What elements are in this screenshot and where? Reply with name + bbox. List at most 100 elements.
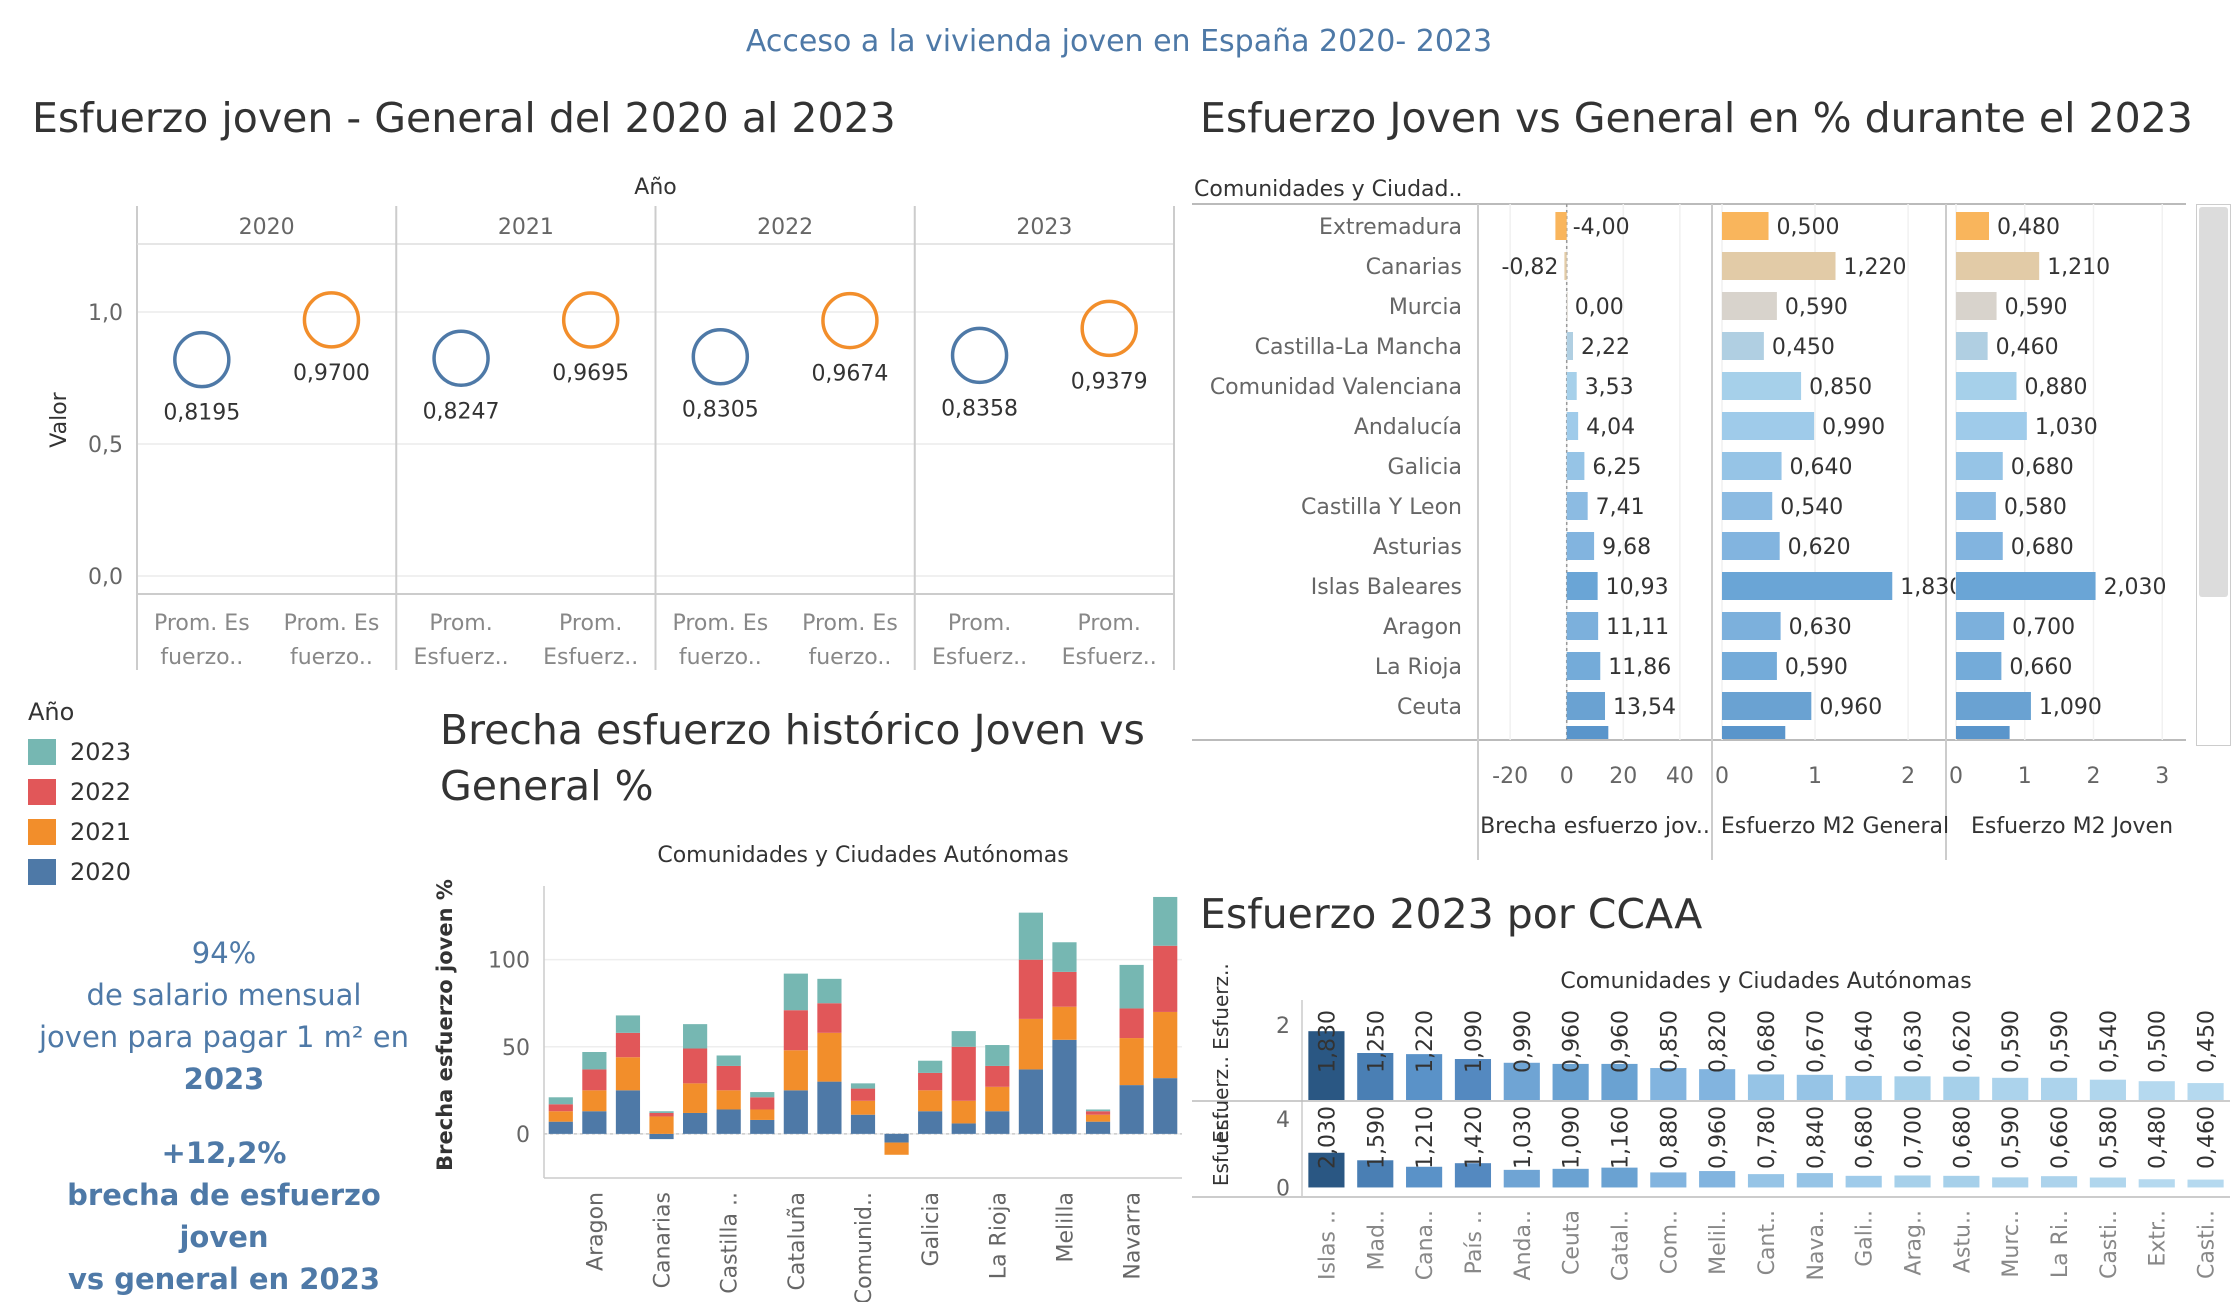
data-label: 0,880	[1657, 1106, 1682, 1169]
bar	[1956, 492, 1996, 520]
y-tick-label: 4	[1276, 1108, 1290, 1133]
category-label: Esfuerz..	[1062, 645, 1157, 670]
bar	[1845, 1075, 1882, 1100]
data-label: 1,090	[2039, 695, 2102, 720]
x-tick-label: Comunid..	[852, 1192, 877, 1302]
bar	[1699, 1171, 1736, 1188]
row-label: Castilla Y Leon	[1301, 495, 1462, 520]
category-label: Prom.	[948, 611, 1011, 636]
bar	[1566, 452, 1585, 480]
bar-segment	[850, 1083, 876, 1089]
y-tick-label: 1,0	[88, 301, 123, 326]
bar	[1722, 212, 1769, 240]
kpi-text: joven para pagar 1 m² en	[39, 1020, 409, 1054]
data-label: 2,22	[1581, 335, 1630, 360]
bar	[1699, 1069, 1736, 1100]
data-label: 4,04	[1586, 415, 1635, 440]
y-axis-label: Valor	[47, 391, 72, 447]
bar-segment	[985, 1086, 1010, 1112]
bar-segment	[582, 1052, 607, 1070]
bar	[1406, 1166, 1443, 1188]
data-label: 1,210	[2047, 255, 2110, 280]
bar	[1956, 212, 1989, 240]
x-tick-label: Islas ..	[1315, 1210, 1340, 1280]
legend-item-2021[interactable]: 2021	[28, 812, 131, 852]
bar	[1722, 532, 1780, 560]
y-tick-label: 0,5	[88, 433, 123, 458]
x-tick-label: 3	[2155, 764, 2169, 789]
chart-title: Comunidades y Ciudades Autónomas	[1560, 969, 1971, 994]
bar-segment	[1052, 971, 1077, 1007]
x-tick-label: Galicia	[919, 1192, 944, 1266]
y-tick-label: 0	[516, 1123, 530, 1148]
legend-item-2022[interactable]: 2022	[28, 772, 131, 812]
data-label: 2,030	[1315, 1106, 1340, 1169]
data-label: 0,660	[2048, 1106, 2073, 1169]
bar-segment	[1119, 964, 1144, 1009]
category-label: Esfuerz..	[543, 645, 638, 670]
bar	[1566, 652, 1601, 680]
bar-segment	[649, 1133, 674, 1140]
x-tick-label: Canarias	[651, 1192, 676, 1288]
y-tick-label: 100	[488, 949, 530, 974]
kpi-text: de salario mensual	[86, 978, 362, 1012]
kpi-brecha: +12,2% brecha de esfuerzo joven vs gener…	[24, 1132, 424, 1300]
legend-item-2023[interactable]: 2023	[28, 732, 131, 772]
chart-scrollbar[interactable]	[2196, 204, 2231, 746]
data-label: 0,460	[1996, 335, 2059, 360]
bar	[1796, 1074, 1833, 1100]
bar	[1796, 1173, 1833, 1188]
category-label: Prom.	[429, 611, 492, 636]
y-tick-label: 2	[1276, 1014, 1290, 1039]
data-label: 0,00	[1575, 295, 1624, 320]
data-label: 0,450	[2195, 1010, 2220, 1073]
kpi-text: 2023	[183, 1062, 265, 1096]
data-label: 1,090	[1560, 1106, 1585, 1169]
data-point	[821, 291, 879, 350]
bar-segment	[548, 1121, 573, 1134]
data-label: 0,480	[2146, 1106, 2171, 1169]
data-label: 0,590	[1785, 295, 1848, 320]
bar-segment	[1153, 1011, 1178, 1079]
row-label: Comunidad Valenciana	[1210, 375, 1462, 400]
x-tick-label: Casti..	[2097, 1210, 2122, 1279]
bar-segment	[817, 1081, 842, 1134]
bar	[1722, 372, 1802, 400]
data-label: 0,450	[1772, 335, 1835, 360]
bar-segment	[918, 1111, 943, 1134]
bar-segment	[1052, 1039, 1077, 1134]
data-label: 6,25	[1592, 455, 1641, 480]
y-tick-label: 50	[502, 1036, 530, 1061]
bar-segment	[649, 1111, 674, 1113]
data-label: 0,660	[2009, 655, 2072, 680]
data-label: 0,9700	[293, 361, 370, 386]
kpi-text: brecha de esfuerzo joven	[67, 1178, 381, 1254]
row-label: Canarias	[1366, 255, 1462, 280]
bar-segment	[548, 1097, 573, 1105]
data-label: 0,460	[2195, 1106, 2220, 1169]
data-label: 1,830	[1900, 575, 1963, 600]
data-label: 0,820	[1706, 1010, 1731, 1073]
legend-item-2020[interactable]: 2020	[28, 852, 131, 892]
bar	[1650, 1172, 1687, 1188]
bar-segment	[750, 1119, 775, 1134]
data-label: 0,960	[1560, 1010, 1585, 1073]
bar-segment	[615, 1057, 641, 1091]
dashboard-title: Acceso a la vivienda joven en España 202…	[745, 24, 1493, 59]
bar-segment	[716, 1055, 741, 1066]
x-tick-label: 20	[1609, 764, 1637, 789]
x-tick-label: La Ri..	[2048, 1210, 2073, 1278]
data-label: 0,680	[2011, 535, 2074, 560]
bar	[1566, 292, 1568, 320]
bar	[1722, 492, 1773, 520]
x-tick-label: Gali..	[1853, 1210, 1878, 1267]
row-label: Ceuta	[1397, 695, 1462, 720]
bar	[1308, 1031, 1345, 1100]
bar-segment	[1085, 1111, 1111, 1115]
bar-segment	[918, 1090, 943, 1112]
scrollbar-thumb[interactable]	[2199, 207, 2228, 597]
data-label: 0,620	[1950, 1010, 1975, 1073]
bar-segment	[683, 1024, 708, 1049]
bar-segment	[1018, 1069, 1043, 1134]
bar-segment	[615, 1032, 641, 1058]
